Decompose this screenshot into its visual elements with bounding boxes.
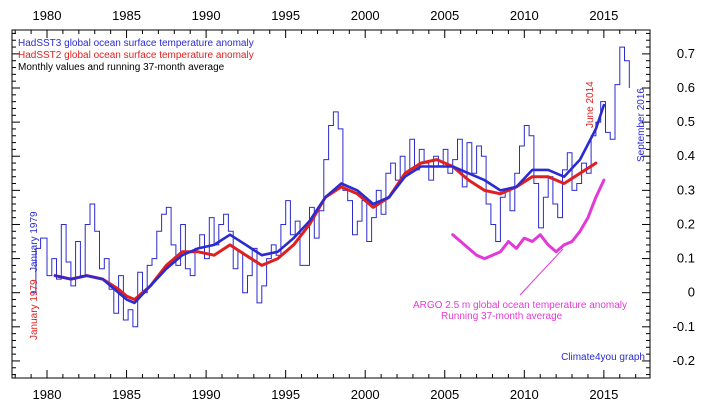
x-tick-label-top: 1985 — [112, 8, 141, 23]
legend-label-hadsst2: HadSST2 global ocean surface temperature… — [18, 50, 254, 61]
series-layer — [31, 46, 630, 328]
annotation-argo-line2: Running 37-month average — [441, 311, 563, 322]
y-tick-label: 0.2 — [677, 216, 695, 231]
x-tick-label-bottom: 1990 — [192, 387, 221, 402]
x-tick-label-bottom: 2010 — [510, 387, 539, 402]
x-tick-label-top: 1995 — [271, 8, 300, 23]
y-tick-label: 0.6 — [677, 80, 695, 95]
credit-climate4you: Climate4you graph — [561, 352, 645, 363]
left-y-axis — [12, 32, 20, 376]
annotation-january-1979-blue: January 1979 — [29, 211, 40, 272]
y-tick-label: -0.2 — [673, 353, 695, 368]
x-tick-label-top: 2015 — [589, 8, 618, 23]
x-tick-label-bottom: 2015 — [589, 387, 618, 402]
x-tick-label-top: 1990 — [192, 8, 221, 23]
y-tick-label: 0.1 — [677, 251, 695, 266]
x-tick-label-top: 2010 — [510, 8, 539, 23]
x-tick-label-bottom: 1985 — [112, 387, 141, 402]
y-tick-label: 0.4 — [677, 148, 695, 163]
legend-label-hadsst3: HadSST3 global ocean surface temperature… — [18, 38, 254, 49]
x-tick-label-top: 2005 — [430, 8, 459, 23]
x-tick-label-top: 2000 — [351, 8, 380, 23]
legend-label-monthly-note: Monthly values and running 37-month aver… — [18, 62, 225, 73]
y-tick-label: -0.1 — [673, 319, 695, 334]
y-tick-label: 0 — [688, 285, 695, 300]
x-tick-label-bottom: 2000 — [351, 387, 380, 402]
top-x-axis: 1980 1985 1990 1995 2000 2005 2010 2015 — [14, 8, 637, 38]
x-tick-label-top: 1980 — [33, 8, 62, 23]
annotation-argo-line1: ARGO 2.5 m global ocean temperature anom… — [413, 300, 627, 311]
annotation-june-2014: June 2014 — [585, 81, 596, 128]
argo-annotation-pointer — [519, 248, 564, 296]
hadsst3-monthly-line — [31, 46, 630, 328]
y-tick-label: 0.7 — [677, 46, 695, 61]
annotation-september-2016: September 2016 — [636, 88, 647, 162]
bottom-x-axis: 1980 1985 1990 1995 2000 2005 2010 2015 — [14, 370, 637, 402]
right-y-axis: -0.2 -0.1 0 0.1 0.2 0.3 0.4 0.5 0.6 0.7 — [642, 32, 695, 376]
y-tick-label: 0.5 — [677, 114, 695, 129]
argo-running-average-line — [451, 178, 606, 261]
y-tick-label: 0.3 — [677, 182, 695, 197]
annotation-january-1979-red: January 1979 — [29, 279, 40, 340]
legend: HadSST3 global ocean surface temperature… — [18, 38, 254, 73]
x-tick-label-bottom: 1980 — [33, 387, 62, 402]
hadsst3-running-average-line — [53, 103, 606, 305]
x-tick-label-bottom: 1995 — [271, 387, 300, 402]
x-tick-label-bottom: 2005 — [430, 387, 459, 402]
